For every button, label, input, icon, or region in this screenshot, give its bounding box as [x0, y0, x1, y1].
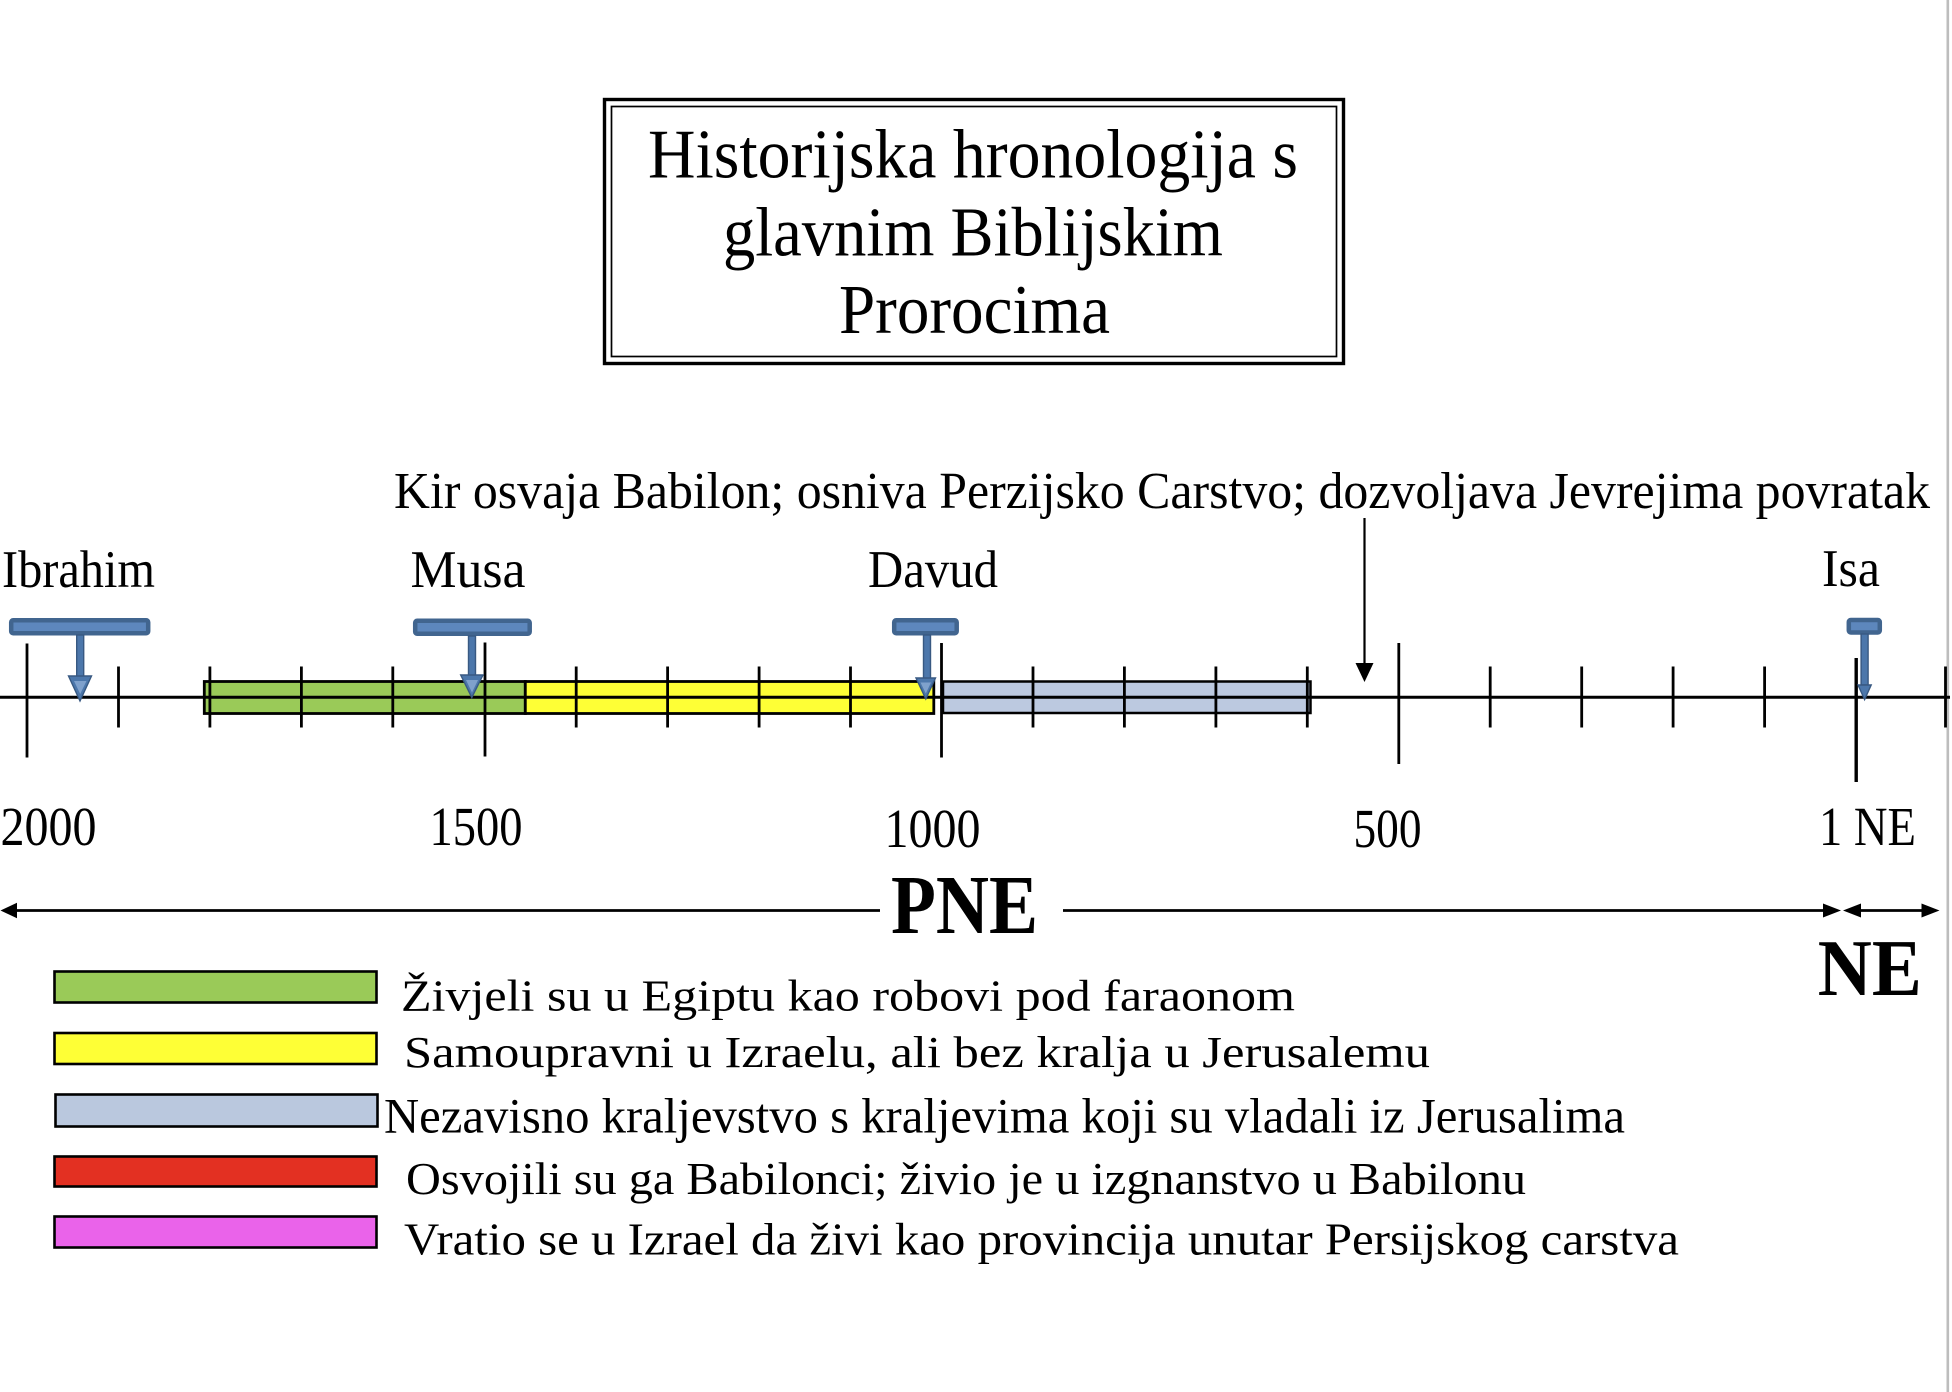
- svg-text:Ibrahim: Ibrahim: [2, 541, 155, 599]
- svg-text:Davud: Davud: [868, 541, 998, 599]
- svg-text:1000: 1000: [885, 798, 981, 859]
- svg-text:Živjeli su u Egiptu kao robovi: Živjeli su u Egiptu kao robovi pod farao…: [401, 972, 1295, 1021]
- svg-text:Vratio se u Izrael da živi kao: Vratio se u Izrael da živi kao provincij…: [404, 1214, 1679, 1265]
- svg-text:NE: NE: [1818, 925, 1922, 1013]
- svg-text:1500: 1500: [430, 796, 523, 857]
- svg-text:Osvojili su ga Babilonci; živi: Osvojili su ga Babilonci; živio je u izg…: [406, 1153, 1526, 1204]
- svg-text:Nezavisno kraljevstvo s kralje: Nezavisno kraljevstvo s kraljevima koji …: [384, 1088, 1625, 1144]
- svg-text:PNE: PNE: [891, 859, 1038, 952]
- svg-text:Kir osvaja Babilon; osniva Per: Kir osvaja Babilon; osniva Perzijsko Car…: [394, 463, 1930, 520]
- svg-text:Isa: Isa: [1822, 540, 1880, 598]
- svg-text:Samoupravni u Izraelu, ali bez: Samoupravni u Izraelu, ali bez kralja u …: [404, 1028, 1430, 1077]
- svg-text:1 NE: 1 NE: [1819, 796, 1916, 857]
- svg-text:Prorocima: Prorocima: [839, 272, 1110, 349]
- svg-text:Musa: Musa: [411, 541, 526, 599]
- svg-text:glavnim Biblijskim: glavnim Biblijskim: [723, 195, 1223, 272]
- svg-text:2000: 2000: [1, 796, 97, 857]
- svg-text:500: 500: [1354, 798, 1422, 859]
- svg-text:Historijska hronologija s: Historijska hronologija s: [648, 117, 1298, 194]
